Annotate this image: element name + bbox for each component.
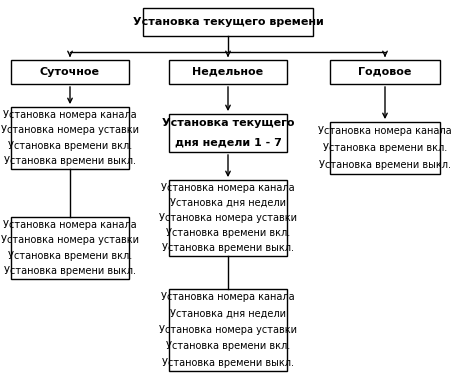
Text: Установка номера уставки: Установка номера уставки <box>1 125 139 135</box>
Text: Установка времени вкл.: Установка времени вкл. <box>8 141 132 151</box>
Bar <box>169 180 286 256</box>
Text: Установка времени вкл.: Установка времени вкл. <box>166 228 289 238</box>
Bar <box>143 8 312 36</box>
Text: Установка номера канала: Установка номера канала <box>318 126 451 136</box>
Text: Установка текущего: Установка текущего <box>162 119 293 128</box>
Bar <box>169 60 286 84</box>
Text: Установка времени выкл.: Установка времени выкл. <box>162 358 293 368</box>
Text: Установка текущего времени: Установка текущего времени <box>132 17 323 27</box>
Bar <box>329 60 439 84</box>
Text: Установка номера уставки: Установка номера уставки <box>159 213 296 223</box>
Text: Установка дня недели: Установка дня недели <box>170 198 285 208</box>
Text: Установка времени вкл.: Установка времени вкл. <box>322 143 446 153</box>
Text: Установка времени выкл.: Установка времени выкл. <box>4 266 136 276</box>
Bar <box>11 107 129 169</box>
Text: Установка времени выкл.: Установка времени выкл. <box>4 156 136 166</box>
Text: дня недели 1 - 7: дня недели 1 - 7 <box>174 138 281 147</box>
Text: Установка номера уставки: Установка номера уставки <box>1 235 139 245</box>
Text: Установка времени вкл.: Установка времени вкл. <box>8 251 132 261</box>
Text: Установка времени вкл.: Установка времени вкл. <box>166 341 289 351</box>
Text: Установка номера канала: Установка номера канала <box>3 220 136 230</box>
Text: Суточное: Суточное <box>40 67 100 77</box>
Text: Установка номера канала: Установка номера канала <box>161 183 294 193</box>
Bar <box>11 217 129 279</box>
Text: Установка времени выкл.: Установка времени выкл. <box>162 243 293 254</box>
Text: Установка номера уставки: Установка номера уставки <box>159 325 296 335</box>
Text: Недельное: Недельное <box>192 67 263 77</box>
Bar <box>169 114 286 152</box>
Bar <box>169 289 286 371</box>
Text: Установка номера канала: Установка номера канала <box>161 292 294 302</box>
Bar <box>329 122 439 174</box>
Text: Установка дня недели: Установка дня недели <box>170 309 285 319</box>
Text: Установка времени выкл.: Установка времени выкл. <box>318 160 450 170</box>
Bar <box>11 60 129 84</box>
Text: Установка номера канала: Установка номера канала <box>3 110 136 120</box>
Text: Годовое: Годовое <box>358 67 411 77</box>
